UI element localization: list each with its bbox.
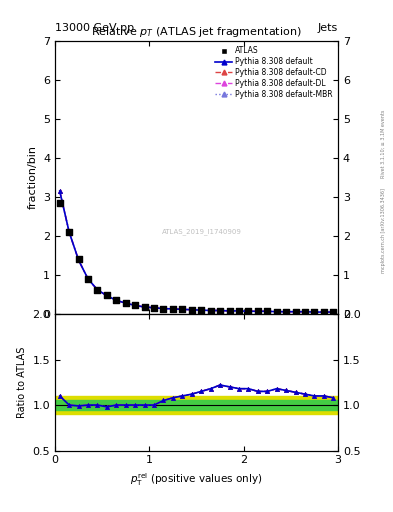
X-axis label: $p_{\mathrm{T}}^{\mathrm{rel}}$ (positive values only): $p_{\mathrm{T}}^{\mathrm{rel}}$ (positiv… <box>130 471 263 488</box>
Point <box>321 308 327 316</box>
Text: ATLAS_2019_I1740909: ATLAS_2019_I1740909 <box>162 229 242 236</box>
Point <box>113 296 119 305</box>
Point <box>85 275 91 283</box>
Legend: ATLAS, Pythia 8.308 default, Pythia 8.308 default-CD, Pythia 8.308 default-DL, P: ATLAS, Pythia 8.308 default, Pythia 8.30… <box>214 45 334 100</box>
Point <box>264 307 270 315</box>
Point <box>189 306 195 314</box>
Y-axis label: fraction/bin: fraction/bin <box>28 145 37 209</box>
Point <box>141 303 148 311</box>
Point <box>75 255 82 264</box>
Point <box>198 306 204 314</box>
Point <box>123 299 129 307</box>
Point <box>283 308 289 316</box>
Text: mcplots.cern.ch [arXiv:1306.3436]: mcplots.cern.ch [arXiv:1306.3436] <box>381 188 386 273</box>
Point <box>245 307 252 315</box>
Title: Relative $p_{T}$ (ATLAS jet fragmentation): Relative $p_{T}$ (ATLAS jet fragmentatio… <box>91 26 302 39</box>
Point <box>302 308 308 316</box>
Point <box>217 306 223 314</box>
Text: Jets: Jets <box>318 23 338 33</box>
Point <box>311 308 318 316</box>
Point <box>170 305 176 313</box>
Point <box>66 228 72 236</box>
Point <box>208 306 214 314</box>
Point <box>292 308 299 316</box>
Y-axis label: Ratio to ATLAS: Ratio to ATLAS <box>17 347 27 418</box>
Point <box>236 307 242 315</box>
Point <box>255 307 261 315</box>
Point <box>179 305 185 313</box>
Point <box>132 302 138 310</box>
Point <box>274 308 280 316</box>
Point <box>330 308 336 316</box>
Point <box>226 307 233 315</box>
Point <box>160 305 167 313</box>
Text: 13000 GeV pp: 13000 GeV pp <box>55 23 134 33</box>
Point <box>94 286 101 294</box>
Point <box>104 291 110 300</box>
Point <box>151 304 157 312</box>
Text: Rivet 3.1.10; ≥ 3.1M events: Rivet 3.1.10; ≥ 3.1M events <box>381 109 386 178</box>
Point <box>57 199 63 207</box>
